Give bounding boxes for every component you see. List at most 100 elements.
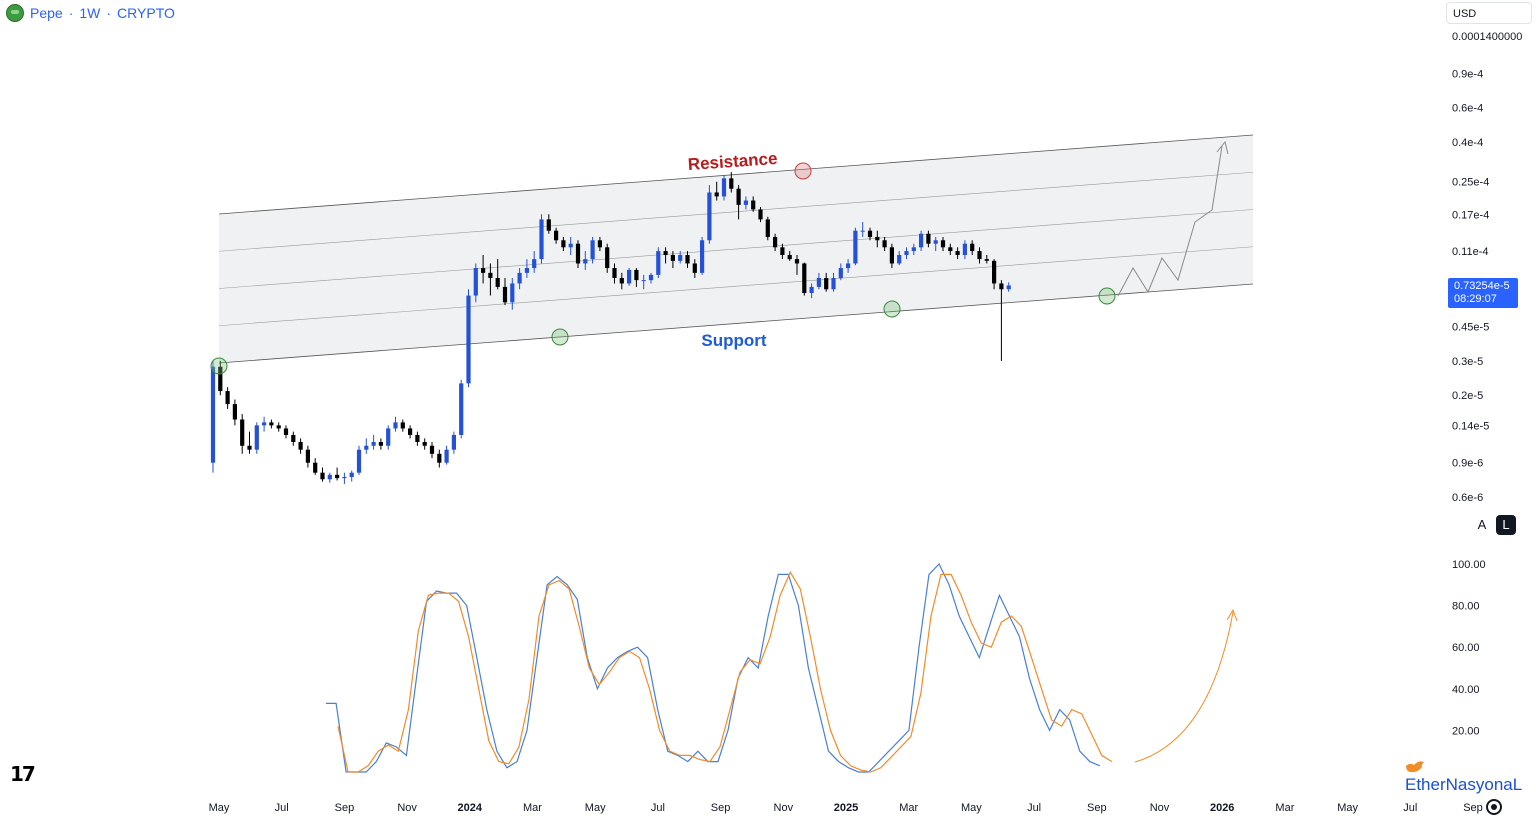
candle-body: [429, 445, 435, 454]
candle-body: [408, 428, 413, 435]
candle-body: [342, 477, 347, 479]
candle-body: [670, 255, 675, 261]
time-tick-label: Sep: [1463, 802, 1483, 814]
candle-body: [838, 268, 843, 278]
price-tick-label: 0.6e-6: [1452, 492, 1483, 504]
support-touch-marker: [551, 328, 569, 346]
time-tick-label: 2026: [1210, 802, 1234, 814]
candle-body: [627, 269, 632, 284]
price-tick-label: 0.6e-4: [1452, 103, 1483, 115]
interval-label[interactable]: 1W: [79, 5, 101, 21]
tradingview-logo[interactable]: 17: [10, 762, 36, 786]
candle-body: [824, 277, 829, 290]
log-scale-button[interactable]: L: [1496, 515, 1516, 535]
symbol-header[interactable]: Pepe · 1W · CRYPTO: [6, 3, 175, 23]
time-tick-label: Jul: [651, 802, 665, 814]
candle-body: [510, 283, 515, 303]
candle-body: [400, 422, 405, 429]
price-tick-label: 0.9e-4: [1452, 68, 1483, 80]
candle-body: [554, 230, 559, 241]
candle-body: [466, 295, 471, 384]
candle-body: [320, 472, 325, 480]
price-tick-label: 0.17e-4: [1452, 209, 1489, 221]
candle-body: [656, 251, 661, 275]
candle-body: [305, 449, 310, 463]
candle-body: [984, 259, 989, 261]
candle-body: [298, 441, 303, 450]
currency-selector[interactable]: USD: [1446, 2, 1532, 24]
candle-body: [437, 453, 442, 463]
candle-body: [802, 263, 807, 293]
candle-body: [546, 219, 551, 231]
time-tick-label: Mar: [899, 802, 918, 814]
gear-icon[interactable]: [1486, 799, 1502, 815]
candle-body: [415, 434, 420, 442]
candle-body: [532, 259, 537, 269]
symbol-name: Pepe: [30, 5, 63, 21]
oscillator-projection-arrowhead: [1226, 608, 1238, 622]
candle-body: [459, 383, 464, 435]
candle-body: [276, 425, 281, 429]
time-tick-label: Mar: [523, 802, 542, 814]
channel-midline: [218, 209, 1254, 289]
candle-body: [502, 286, 508, 303]
exchange-label: CRYPTO: [117, 5, 175, 21]
candle-body: [831, 277, 836, 290]
candle-body: [378, 441, 383, 446]
candle-body: [853, 230, 858, 264]
candle-body: [225, 391, 230, 405]
time-tick-label: 2025: [834, 802, 858, 814]
stoch-d-line: [337, 570, 1113, 773]
support-touch-marker: [883, 300, 901, 318]
candle-body: [597, 240, 602, 248]
candle-body: [816, 277, 821, 287]
candle-body: [473, 268, 478, 296]
candle-body: [707, 192, 712, 241]
candle-body: [663, 251, 668, 256]
candle-body: [992, 260, 997, 284]
candle-body: [605, 247, 610, 269]
time-tick-label: Nov: [1150, 802, 1170, 814]
candle-body: [867, 230, 873, 237]
candle-body: [714, 192, 719, 197]
resistance-label: Resistance: [687, 149, 778, 174]
candle-body: [240, 419, 245, 446]
price-tick-label: 0.14e-5: [1452, 420, 1489, 432]
candle-body: [794, 259, 800, 264]
stoch-k-line: [326, 562, 1101, 773]
candle-body: [685, 255, 690, 264]
oscillator-tick-label: 60.00: [1452, 642, 1480, 654]
candle-body: [495, 277, 500, 287]
candle-body: [721, 178, 727, 197]
candle-body: [451, 434, 456, 450]
candle-body: [444, 449, 449, 463]
candle-body: [371, 441, 376, 446]
candle-body: [561, 240, 566, 248]
candle-body: [926, 233, 931, 244]
candle-body: [911, 247, 916, 252]
time-tick-label: Jul: [1403, 802, 1417, 814]
candle-body: [751, 200, 756, 210]
candle-body: [634, 269, 639, 281]
oscillator-tick-label: 20.00: [1452, 725, 1480, 737]
support-touch-marker: [210, 357, 228, 375]
candle-body: [765, 219, 770, 237]
time-tick-label: Nov: [774, 802, 794, 814]
candle-body: [313, 462, 318, 473]
candle-body: [335, 474, 340, 479]
auto-scale-button[interactable]: A: [1477, 517, 1487, 532]
oscillator-projection-arrow: [1134, 611, 1234, 763]
candle-body: [846, 263, 851, 269]
current-price-tag: 0.73254e-5 08:29:07: [1448, 278, 1518, 308]
candle-body: [262, 422, 267, 426]
separator: ·: [68, 5, 74, 21]
candle-body: [977, 251, 982, 260]
time-tick-label: Sep: [335, 802, 355, 814]
price-tick-label: 0.45e-5: [1452, 322, 1489, 334]
candle-body: [393, 422, 398, 429]
time-tick-label: May: [1337, 802, 1358, 814]
price-tick-label: 0.11e-4: [1452, 246, 1489, 258]
price-tick-label: 0.4e-4: [1452, 137, 1483, 149]
candle-body: [1006, 285, 1011, 290]
